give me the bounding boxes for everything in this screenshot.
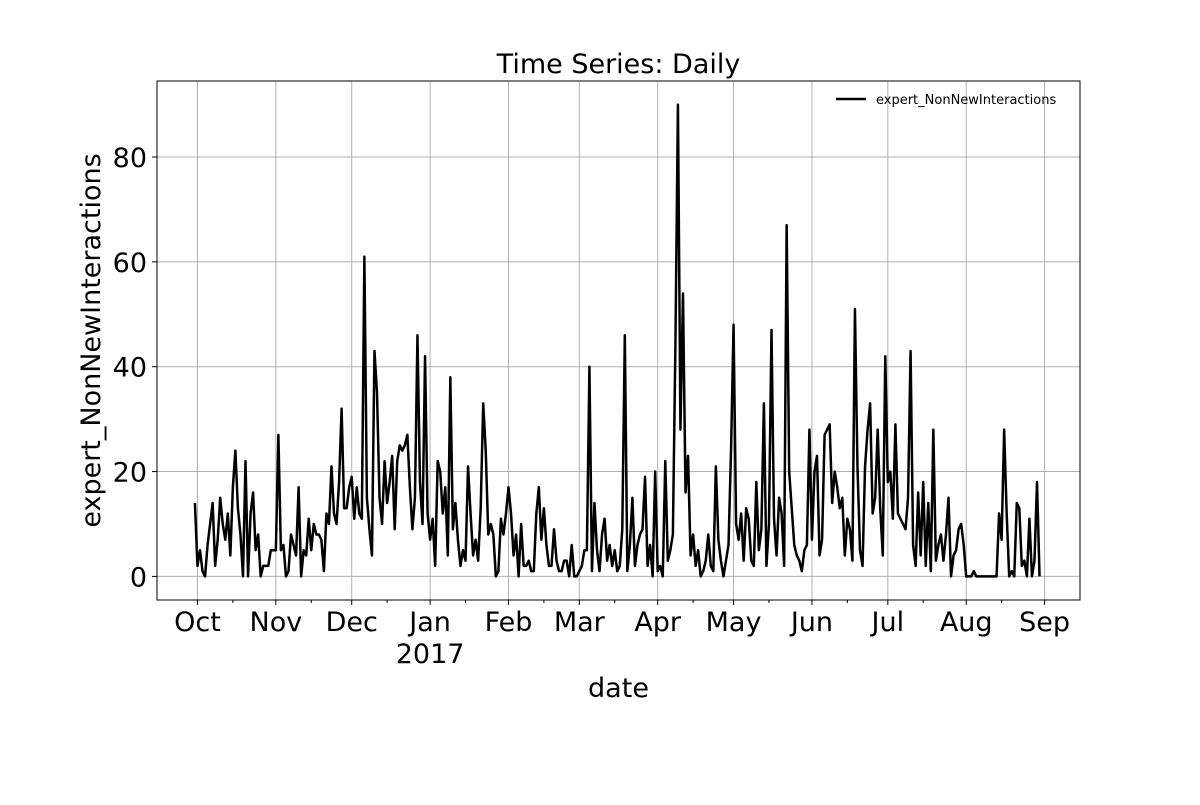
x-tick-label: Jun (789, 607, 833, 638)
x-tick-label: Mar (554, 607, 606, 638)
x-tick-label: Feb (485, 607, 533, 638)
x-tick-label: Aug (940, 607, 993, 638)
chart-title: Time Series: Daily (496, 49, 741, 80)
x-axis-label: date (588, 673, 649, 704)
y-tick-label: 0 (130, 562, 147, 593)
legend: expert_NonNewInteractions (836, 93, 1056, 108)
grid (157, 81, 1080, 600)
y-tick-label: 40 (113, 353, 147, 384)
x-tick-label: Nov (250, 607, 303, 638)
legend-label: expert_NonNewInteractions (876, 93, 1056, 108)
x-tick-label: Jan (407, 607, 451, 638)
plot-frame (156, 80, 1081, 601)
x-tick-label: Jul (870, 607, 905, 638)
y-tick-label: 20 (113, 458, 147, 489)
y-axis: 0 20 40 60 80 (113, 143, 157, 593)
series-line-0 (193, 103, 1041, 578)
x-tick-label: Dec (326, 607, 378, 638)
x-tick-label: Sep (1019, 607, 1070, 638)
x-tick-label: May (706, 607, 762, 638)
x-tick-sublabel: 2017 (396, 639, 465, 670)
series-layer (193, 103, 1041, 578)
y-tick-label: 60 (113, 248, 147, 279)
y-tick-label: 80 (113, 143, 147, 174)
y-axis-label: expert_NonNewInteractions (76, 153, 107, 527)
x-tick-label: Oct (174, 607, 221, 638)
x-tick-label: Apr (634, 607, 682, 638)
